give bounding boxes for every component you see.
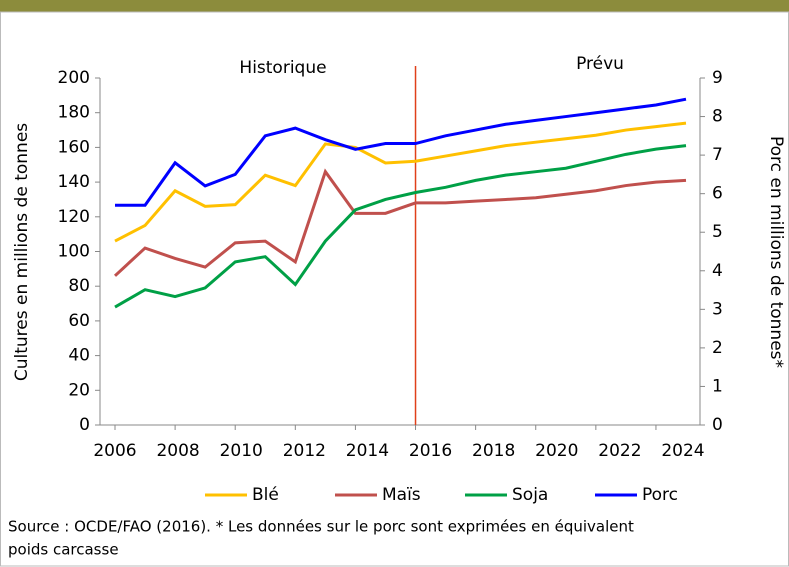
y2-tick-label: 7 xyxy=(712,145,723,165)
line xyxy=(115,97,687,207)
y2-tick-label: 1 xyxy=(712,376,723,396)
x-tick-label: 2010 xyxy=(220,441,263,461)
y-tick-label: 0 xyxy=(79,415,90,435)
y2-tick-label: 0 xyxy=(712,415,723,435)
top-bar xyxy=(0,0,789,12)
y2-axis-label: Porc en millions de tonnes* xyxy=(766,136,786,368)
annotation: Prévu xyxy=(576,54,624,74)
y-tick-label: 140 xyxy=(58,172,90,192)
y2-tick-label: 3 xyxy=(712,299,723,319)
y2-tick-label: 6 xyxy=(712,184,723,204)
line xyxy=(114,144,687,309)
legend-label: Blé xyxy=(252,485,279,505)
y-tick-label: 120 xyxy=(58,207,90,227)
y-axis-label: Cultures en millions de tonnes xyxy=(12,123,32,381)
y2-tick-label: 8 xyxy=(712,107,723,127)
y-tick-label: 200 xyxy=(58,68,90,88)
line xyxy=(113,168,687,277)
x-tick-label: 2008 xyxy=(156,441,199,461)
x-tick-label: 2006 xyxy=(93,441,136,461)
annotation: Historique xyxy=(239,58,326,78)
x-tick-label: 2018 xyxy=(472,441,515,461)
legend-label: Soja xyxy=(512,485,548,505)
source: Source : OCDE/FAO (2016). * Les données … xyxy=(8,518,634,536)
frame xyxy=(0,11,789,567)
x-tick-label: 2020 xyxy=(535,441,578,461)
y-tick-label: 80 xyxy=(68,276,90,296)
source: poids carcasse xyxy=(8,541,119,559)
x-tick-label: 2022 xyxy=(598,441,641,461)
y-tick-label: 20 xyxy=(68,380,90,400)
y-tick-label: 60 xyxy=(68,311,90,331)
line xyxy=(114,121,687,243)
y2-tick-label: 9 xyxy=(712,68,723,88)
x-tick-label: 2012 xyxy=(283,441,326,461)
y2-tick-label: 4 xyxy=(712,261,723,281)
y-tick-label: 160 xyxy=(58,137,90,157)
x-tick-label: 2014 xyxy=(346,441,389,461)
legend-label: Porc xyxy=(642,485,678,505)
y-tick-label: 40 xyxy=(68,346,90,366)
y2-tick-label: 5 xyxy=(712,222,723,242)
y-tick-label: 100 xyxy=(58,242,90,262)
x-tick-label: 2024 xyxy=(661,441,704,461)
x-tick-label: 2016 xyxy=(409,441,452,461)
legend-label: Maïs xyxy=(382,485,421,505)
y2-tick-label: 2 xyxy=(712,338,723,358)
y-tick-label: 180 xyxy=(58,103,90,123)
